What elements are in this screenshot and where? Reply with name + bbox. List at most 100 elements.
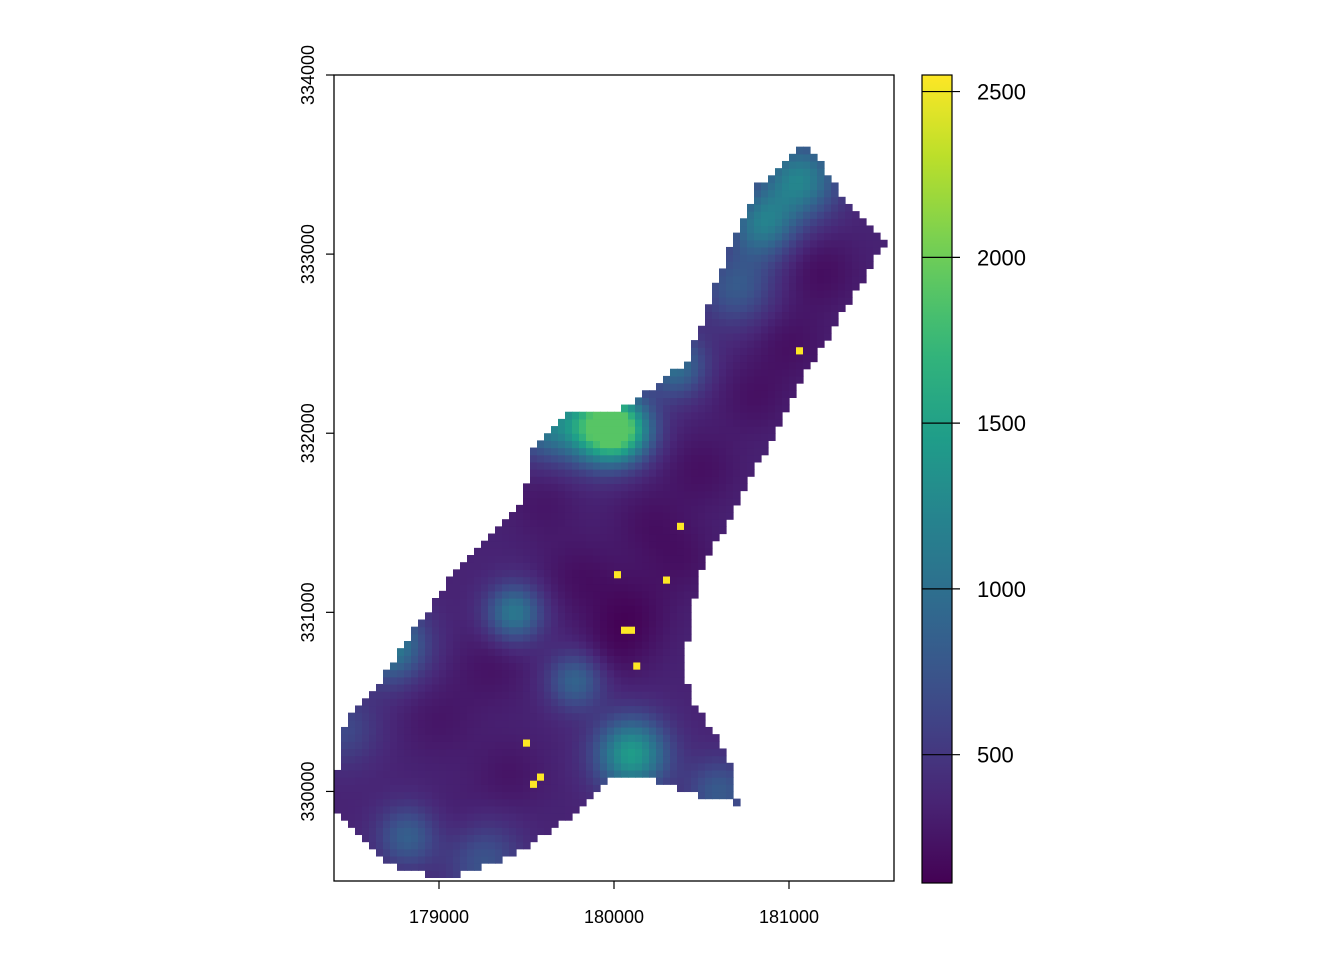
raster-cell — [362, 820, 370, 828]
raster-cell — [460, 848, 468, 857]
raster-cell — [551, 669, 559, 678]
raster-cell — [747, 203, 755, 212]
raster-cell — [684, 504, 692, 513]
raster-cell — [432, 870, 440, 879]
raster-cell — [544, 719, 552, 728]
raster-cell — [817, 268, 825, 277]
raster-cell — [579, 483, 587, 492]
raster-cell — [621, 741, 629, 750]
raster-cell — [397, 755, 405, 764]
raster-cell — [572, 497, 580, 506]
raster-cell — [698, 777, 706, 785]
raster-cell — [691, 354, 699, 363]
raster-cell — [572, 798, 580, 807]
raster-cell — [782, 261, 790, 270]
raster-cell — [600, 726, 608, 735]
raster-cell — [684, 490, 692, 499]
raster-cell — [621, 519, 629, 527]
raster-cell — [754, 368, 762, 377]
raster-cell — [383, 691, 391, 699]
raster-cell — [621, 633, 629, 642]
raster-cell — [663, 426, 671, 434]
raster-cell — [726, 426, 734, 434]
raster-cell — [656, 569, 664, 578]
raster-cell — [565, 719, 573, 728]
raster-cell — [796, 354, 804, 363]
raster-cell — [523, 590, 531, 599]
raster-cell — [733, 332, 741, 341]
raster-cell — [635, 698, 643, 707]
raster-cell — [649, 454, 657, 463]
raster-cell — [481, 590, 489, 599]
raster-cell — [719, 311, 727, 320]
raster-cell — [698, 755, 706, 764]
raster-cell — [425, 805, 433, 814]
raster-cell — [530, 784, 538, 793]
raster-cell — [495, 705, 503, 714]
raster-cell — [579, 605, 587, 613]
raster-cell — [726, 447, 734, 456]
raster-cell — [586, 698, 594, 707]
raster-cell — [635, 705, 643, 714]
raster-cell — [579, 547, 587, 556]
raster-cell — [614, 590, 622, 599]
raster-cell — [656, 726, 664, 735]
raster-cell — [523, 619, 531, 628]
raster-cell — [649, 612, 657, 621]
raster-cell — [446, 598, 454, 606]
raster-cell — [754, 211, 762, 219]
raster-cell — [789, 275, 797, 284]
raster-cell — [383, 741, 391, 750]
raster-cell — [495, 698, 503, 707]
raster-cell — [530, 626, 538, 635]
raster-cell — [593, 590, 601, 599]
raster-cell — [677, 454, 685, 463]
raster-cell — [705, 332, 713, 341]
raster-cell — [712, 397, 720, 406]
raster-cell — [740, 304, 748, 313]
raster-cell — [467, 555, 475, 563]
raster-cell — [593, 547, 601, 556]
raster-cell — [705, 540, 713, 549]
raster-cell — [628, 698, 636, 707]
raster-cell — [530, 619, 538, 628]
raster-cell — [677, 483, 685, 492]
raster-cell — [740, 325, 748, 334]
raster-cell — [712, 383, 720, 391]
raster-cell — [754, 232, 762, 241]
raster-cell — [712, 347, 720, 356]
raster-cell — [572, 461, 580, 470]
raster-cell — [607, 605, 615, 613]
raster-cell — [474, 640, 482, 649]
raster-cell — [425, 669, 433, 678]
raster-cell — [803, 218, 811, 227]
raster-cell — [810, 254, 818, 262]
raster-cell — [684, 461, 692, 470]
raster-cell — [481, 547, 489, 556]
raster-cell — [558, 519, 566, 527]
raster-cell — [796, 297, 804, 305]
raster-cell — [572, 526, 580, 535]
raster-cell — [845, 225, 853, 234]
raster-cell — [698, 748, 706, 757]
raster-cell — [579, 433, 587, 441]
raster-cell — [488, 555, 496, 563]
raster-cell — [439, 798, 447, 807]
raster-cell — [691, 762, 699, 771]
raster-cell — [509, 691, 517, 699]
raster-cell — [740, 404, 748, 413]
raster-cell — [530, 691, 538, 699]
raster-cell — [600, 648, 608, 656]
raster-cell — [460, 605, 468, 613]
raster-cell — [831, 268, 839, 277]
raster-cell — [516, 812, 524, 821]
raster-cell — [670, 383, 678, 391]
raster-cell — [418, 769, 426, 778]
y-tick-label: 331000 — [298, 582, 318, 642]
raster-cell — [502, 555, 510, 563]
raster-cell — [362, 791, 370, 800]
raster-cell — [621, 598, 629, 606]
raster-cell — [775, 383, 783, 391]
raster-cell — [621, 755, 629, 764]
raster-cell — [761, 418, 769, 427]
